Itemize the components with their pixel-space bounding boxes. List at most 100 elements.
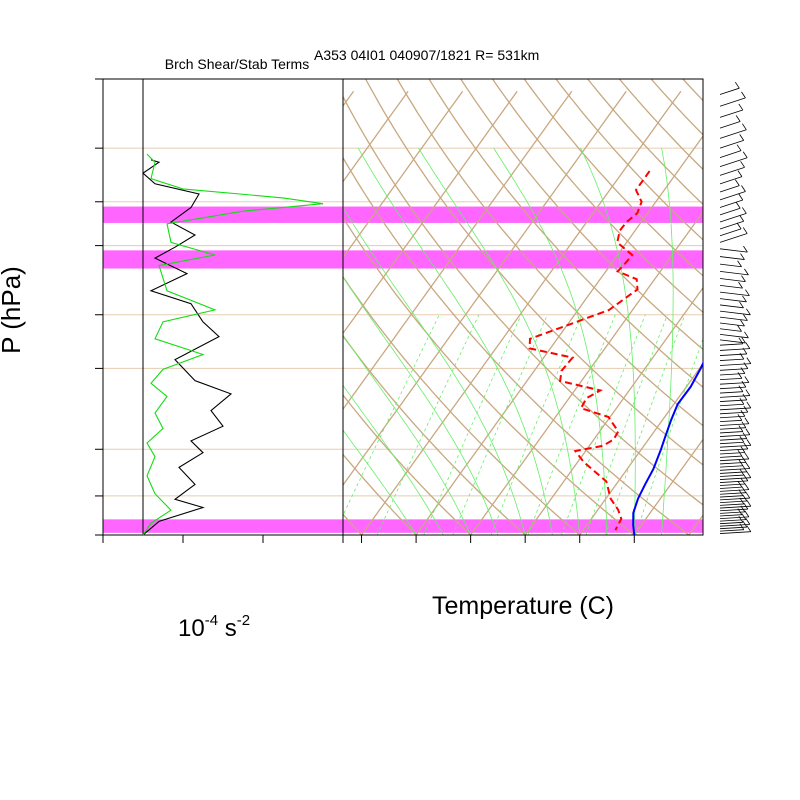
skewt-background [0, 76, 800, 537]
y-axis-label: P (hPa) [0, 266, 26, 354]
wind-barb-feather [746, 357, 752, 364]
wind-barb-feather [746, 471, 752, 478]
wind-barb-staff [719, 220, 744, 230]
wind-barb-staff [719, 486, 742, 489]
wind-barb-feather [737, 508, 743, 515]
temperature-line [632, 361, 703, 535]
wind-barb-staff [719, 191, 746, 201]
wind-barb-staff [719, 310, 751, 316]
wind-barb-staff [719, 419, 742, 423]
dry-adiabat [364, 79, 703, 466]
mixing-ratio-line [585, 314, 668, 535]
wind-barb-staff [719, 322, 745, 327]
wind-barb-feather [741, 380, 747, 388]
wind-barb-staff [719, 503, 744, 506]
dry-adiabat [80, 76, 310, 537]
isotherm [343, 90, 627, 487]
wind-barb-feather [743, 405, 749, 413]
wind-barb-feather [740, 505, 746, 513]
wind-barb-feather [734, 179, 740, 186]
wind-barb-staff [719, 373, 745, 376]
mixing-ratio-line [605, 314, 686, 535]
wind-barb-feather [741, 207, 747, 214]
mixing-ratio-line [376, 314, 480, 535]
wind-barb-staff [719, 448, 748, 452]
wind-barb-staff [719, 339, 746, 344]
wind-barb-feather [741, 123, 747, 130]
moist-adiabat [343, 276, 499, 535]
wind-barb-staff [719, 199, 743, 208]
wind-barb-feather [742, 295, 747, 303]
wind-barb-staff [719, 431, 743, 434]
wind-barb-feather [745, 491, 751, 499]
left-panel-frame [102, 78, 344, 536]
wind-barb-feather [745, 518, 751, 525]
moist-adiabat [580, 147, 636, 535]
wind-barb-staff [719, 391, 743, 394]
wind-barb-feather [738, 281, 743, 289]
wind-barb-feather [737, 449, 743, 457]
wind-barb-staff [719, 471, 747, 474]
wind-barb-feather [739, 468, 745, 476]
wind-barb-feather [745, 342, 751, 349]
wind-barb-feather [742, 151, 748, 158]
dry-adiabat [396, 79, 703, 427]
wind-barb-feather [743, 442, 749, 450]
moist-adiabat [493, 147, 608, 535]
isotherm [0, 91, 190, 535]
wind-barb-staff [719, 438, 747, 441]
dewpoint-line [528, 170, 651, 531]
wind-barb-staff [719, 291, 750, 297]
wind-barb-feather [744, 483, 750, 490]
wind-barb-staff [719, 87, 740, 95]
wind-barb-feather [744, 331, 749, 339]
isotherm [343, 90, 409, 183]
wind-barb-feather [739, 523, 745, 530]
dry-adiabat [343, 513, 363, 535]
x-axis-label-temperature: Temperature (C) [432, 592, 614, 620]
wind-barb-staff [719, 474, 744, 477]
wind-barb-feather [746, 308, 751, 316]
isotherm [524, 286, 703, 535]
wind-barb-feather [736, 144, 742, 151]
wind-barb-feather [744, 268, 749, 276]
wind-barb-staff [719, 514, 742, 517]
wind-barb-profile [719, 81, 752, 534]
wind-barb-feather [735, 115, 741, 122]
wind-barb-feather [739, 497, 745, 505]
wind-barb-feather [741, 275, 746, 282]
moist-adiabat [661, 148, 674, 535]
right-panel-frame [342, 78, 704, 536]
dry-adiabat [343, 95, 703, 506]
wind-barb-feather [739, 301, 744, 309]
wind-barb-staff [719, 333, 749, 339]
wind-barb-staff [719, 492, 746, 495]
wind-barb-staff [719, 248, 748, 253]
wind-barb-feather [745, 289, 750, 296]
wind-barb-staff [719, 461, 746, 465]
wind-barb-feather [740, 446, 746, 453]
dry-adiabat [491, 79, 703, 314]
isotherm [0, 91, 245, 535]
wind-barb-feather [738, 425, 744, 432]
dry-adiabat [460, 79, 703, 351]
wind-barb-staff [719, 109, 743, 118]
mixing-ratio-line [635, 337, 703, 535]
wind-barb-staff [719, 395, 750, 398]
wind-barb-feather [746, 499, 752, 507]
wind-barb-feather [745, 389, 751, 396]
wind-barb-feather [738, 337, 744, 345]
dry-adiabat [618, 79, 703, 171]
wind-barb-feather [741, 336, 746, 344]
wind-barb-staff [719, 441, 744, 445]
wind-barb-feather [739, 398, 745, 405]
wind-barb-feather [737, 480, 743, 488]
dry-adiabat [712, 76, 800, 537]
wind-barb-feather [735, 202, 741, 209]
wind-barb-feather [744, 417, 750, 424]
moist-adiabat [343, 206, 526, 535]
wind-barb-staff [719, 284, 743, 289]
isotherm [415, 135, 703, 535]
isotherm [343, 90, 355, 107]
